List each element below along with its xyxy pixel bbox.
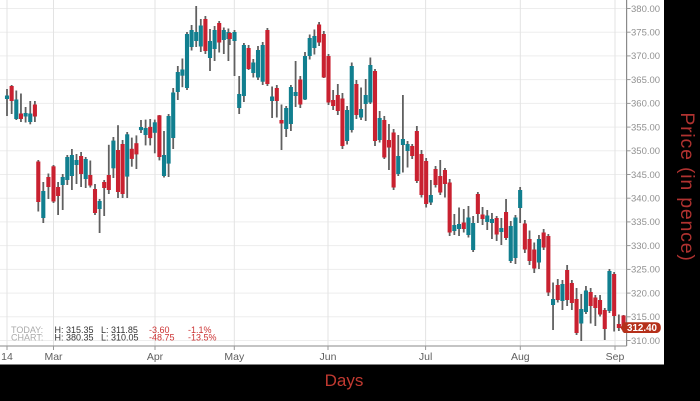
svg-text:14: 14	[1, 351, 13, 363]
svg-text:-13.5%: -13.5%	[188, 333, 217, 343]
svg-text:-3.60: -3.60	[149, 325, 170, 335]
svg-text:TODAY:: TODAY:	[11, 325, 43, 335]
svg-text:320.00: 320.00	[631, 288, 660, 299]
svg-text:H: 380.35: H: 380.35	[55, 333, 94, 343]
svg-text:CHART:: CHART:	[11, 333, 43, 343]
svg-text:-48.75: -48.75	[149, 333, 175, 343]
svg-text:380.00: 380.00	[631, 4, 660, 15]
svg-text:375.00: 375.00	[631, 28, 660, 39]
svg-text:340.00: 340.00	[631, 194, 660, 205]
svg-text:Sep: Sep	[606, 351, 625, 363]
svg-text:H: 315.35: H: 315.35	[55, 325, 94, 335]
svg-text:315.00: 315.00	[631, 312, 660, 323]
svg-text:312.40: 312.40	[627, 323, 658, 334]
svg-text:Mar: Mar	[44, 351, 63, 363]
svg-text:310.00: 310.00	[631, 336, 660, 347]
svg-text:Days: Days	[325, 371, 364, 390]
svg-text:360.00: 360.00	[631, 99, 660, 110]
svg-text:345.00: 345.00	[631, 170, 660, 181]
svg-text:L: 310.05: L: 310.05	[101, 333, 139, 343]
svg-text:335.00: 335.00	[631, 217, 660, 228]
svg-text:Apr: Apr	[147, 351, 164, 363]
svg-text:Price (in pence): Price (in pence)	[676, 112, 698, 261]
svg-text:350.00: 350.00	[631, 146, 660, 157]
svg-text:Jul: Jul	[419, 351, 432, 363]
svg-text:-1.1%: -1.1%	[188, 325, 212, 335]
svg-text:Aug: Aug	[511, 351, 530, 363]
svg-text:365.00: 365.00	[631, 75, 660, 86]
svg-text:370.00: 370.00	[631, 51, 660, 62]
svg-text:Jun: Jun	[320, 351, 337, 363]
svg-text:May: May	[224, 351, 245, 363]
svg-text:330.00: 330.00	[631, 241, 660, 252]
svg-text:325.00: 325.00	[631, 265, 660, 276]
svg-text:355.00: 355.00	[631, 122, 660, 133]
svg-text:L: 311.85: L: 311.85	[101, 325, 138, 335]
